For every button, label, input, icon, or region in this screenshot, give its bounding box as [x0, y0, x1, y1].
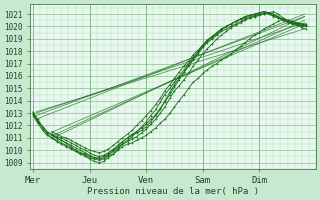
X-axis label: Pression niveau de la mer( hPa ): Pression niveau de la mer( hPa ) — [87, 187, 259, 196]
